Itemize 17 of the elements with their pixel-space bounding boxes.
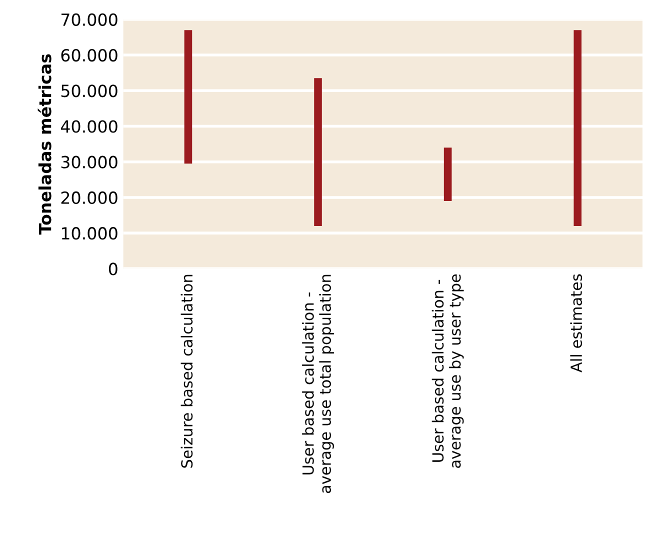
y-tick-label: 0 bbox=[108, 262, 118, 276]
bar bbox=[574, 30, 582, 226]
bar bbox=[444, 148, 452, 202]
y-tick-label: 30.000 bbox=[61, 156, 118, 168]
y-tick-label: 40.000 bbox=[60, 120, 118, 133]
bar bbox=[184, 30, 192, 164]
bar bbox=[314, 78, 322, 226]
y-tick-label: 60.000 bbox=[61, 48, 118, 62]
y-tick-label: 20.000 bbox=[61, 191, 118, 204]
y-tick-label: 70.000 bbox=[62, 13, 118, 26]
x-tick-label: User based calculation - average use by user type bbox=[432, 274, 464, 468]
y-axis-title: Toneladas métricas bbox=[38, 54, 52, 235]
y-tick-label: 10.000 bbox=[62, 227, 118, 240]
y-tick-label: 50.000 bbox=[61, 84, 118, 98]
x-tick-label: All estimates bbox=[570, 274, 582, 372]
x-tick-label: Seizure based calculation bbox=[180, 274, 193, 468]
x-tick-label: User based calculation - average use total population bbox=[302, 274, 334, 494]
